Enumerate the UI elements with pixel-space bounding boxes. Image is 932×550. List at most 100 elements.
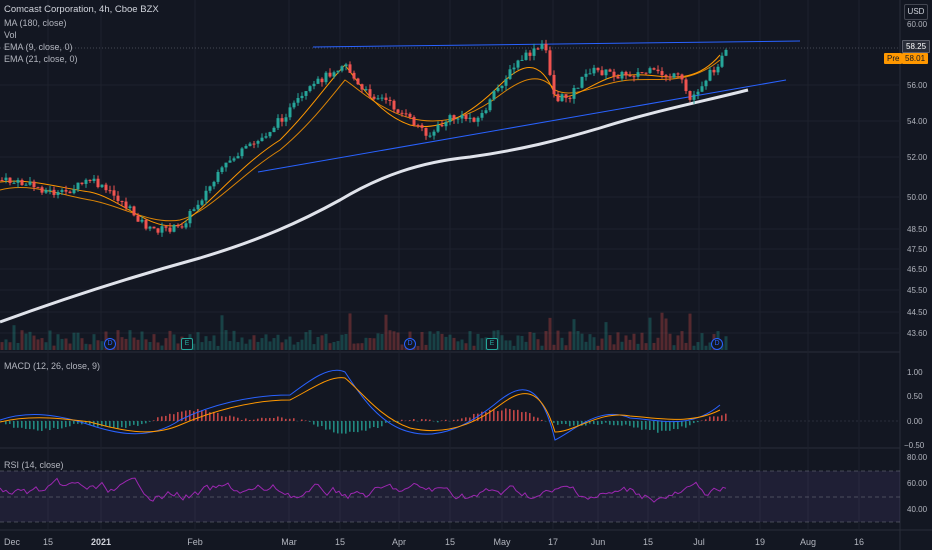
macd-histogram-bar [533, 416, 535, 421]
price-tick: 44.50 [907, 308, 928, 317]
volume-bar [56, 334, 60, 350]
dividend-event-icon[interactable]: D [711, 338, 723, 350]
candle-body [468, 117, 472, 119]
volume-bar [8, 342, 12, 350]
candle-body [280, 118, 284, 122]
macd-histogram-bar [665, 421, 667, 431]
volume-bar [332, 342, 336, 350]
candle-body [324, 72, 328, 83]
macd-histogram-bar [377, 421, 379, 428]
macd-tick: 0.00 [907, 417, 923, 426]
macd-histogram-bar [385, 421, 387, 423]
volume-bar [396, 332, 400, 350]
volume-bar [596, 345, 600, 350]
candle-body [316, 78, 320, 84]
time-tick: Jul [693, 537, 705, 547]
volume-bar [24, 333, 28, 350]
currency-button[interactable]: USD [904, 4, 928, 20]
indicator-vol-label[interactable]: Vol [4, 30, 17, 40]
volume-bar [624, 335, 628, 350]
macd-histogram-bar [145, 421, 147, 424]
candle-body [416, 125, 420, 127]
macd-histogram-bar [421, 419, 423, 421]
support-trendline [257, 79, 787, 173]
candle-body [720, 55, 724, 67]
macd-histogram-bar [273, 418, 275, 421]
candle-body [668, 76, 672, 78]
last-price-tag: 58.25 [902, 40, 931, 53]
dividend-event-icon[interactable]: D [404, 338, 416, 350]
volume-bar [136, 339, 140, 350]
volume-bar [156, 342, 160, 350]
macd-histogram-bar [373, 421, 375, 428]
volume-bar [352, 343, 356, 350]
macd-histogram-bar [361, 421, 363, 431]
volume-bar [604, 322, 608, 350]
volume-bar [88, 344, 92, 350]
macd-histogram-bar [569, 421, 571, 427]
volume-bar [336, 340, 340, 350]
macd-histogram-bar [225, 416, 227, 421]
volume-bar [512, 345, 516, 350]
volume-bar [164, 338, 168, 350]
macd-histogram-bar [597, 421, 599, 425]
volume-bar [672, 345, 676, 350]
macd-histogram-bar [77, 421, 79, 424]
volume-bar [548, 317, 552, 350]
macd-label[interactable]: MACD (12, 26, close, 9) [4, 361, 101, 371]
candle-body [476, 117, 480, 122]
volume-bar [452, 337, 456, 350]
indicator-ma-label[interactable]: MA (180, close) [4, 18, 67, 28]
macd-histogram-bar [69, 421, 71, 427]
volume-bar [700, 333, 704, 350]
volume-bar [52, 345, 56, 350]
candle-body [120, 200, 124, 202]
earnings-event-icon[interactable]: E [181, 338, 193, 350]
candle-body [588, 73, 592, 75]
macd-histogram-bar [213, 411, 215, 421]
macd-histogram-bar [577, 421, 579, 427]
candle-body [356, 78, 360, 85]
macd-histogram-bar [409, 420, 411, 421]
macd-histogram-bar [133, 421, 135, 425]
candle-body [248, 143, 252, 147]
candle-body [320, 78, 324, 83]
volume-bar [496, 330, 500, 350]
macd-histogram-bar [49, 421, 51, 431]
candle-body [208, 186, 212, 191]
earnings-event-icon[interactable]: E [486, 338, 498, 350]
macd-histogram-bar [161, 416, 163, 421]
rsi-label[interactable]: RSI (14, close) [4, 460, 64, 470]
macd-histogram-bar [229, 415, 231, 421]
candle-body [400, 112, 404, 114]
macd-histogram-bar [9, 421, 11, 424]
time-tick: 15 [642, 537, 654, 547]
macd-histogram-bar [713, 416, 715, 421]
volume-bar [92, 334, 96, 350]
macd-histogram-bar [685, 421, 687, 428]
time-tick: 15 [334, 537, 346, 547]
volume-bar [360, 343, 364, 350]
candle-body [592, 67, 596, 74]
time-tick: May [493, 537, 511, 547]
volume-bar [16, 342, 20, 350]
candle-body [520, 59, 524, 61]
dividend-event-icon[interactable]: D [104, 338, 116, 350]
candle-body [500, 85, 504, 89]
volume-bar [560, 337, 564, 350]
macd-histogram-bar [633, 421, 635, 428]
indicator-ema9-label[interactable]: EMA (9, close, 0) [4, 42, 73, 52]
volume-bar [116, 330, 120, 350]
volume-bar [416, 345, 420, 350]
candle-body [676, 73, 680, 75]
volume-bar [28, 331, 32, 350]
macd-histogram-bar [641, 421, 643, 430]
macd-histogram-bar [705, 419, 707, 421]
indicator-ema21-label[interactable]: EMA (21, close, 0) [4, 54, 78, 64]
macd-histogram-bar [677, 421, 679, 430]
price-tick: 47.50 [907, 245, 928, 254]
rsi-tick: 40.00 [907, 505, 928, 514]
candle-body [252, 143, 256, 145]
macd-histogram-bar [661, 421, 663, 431]
